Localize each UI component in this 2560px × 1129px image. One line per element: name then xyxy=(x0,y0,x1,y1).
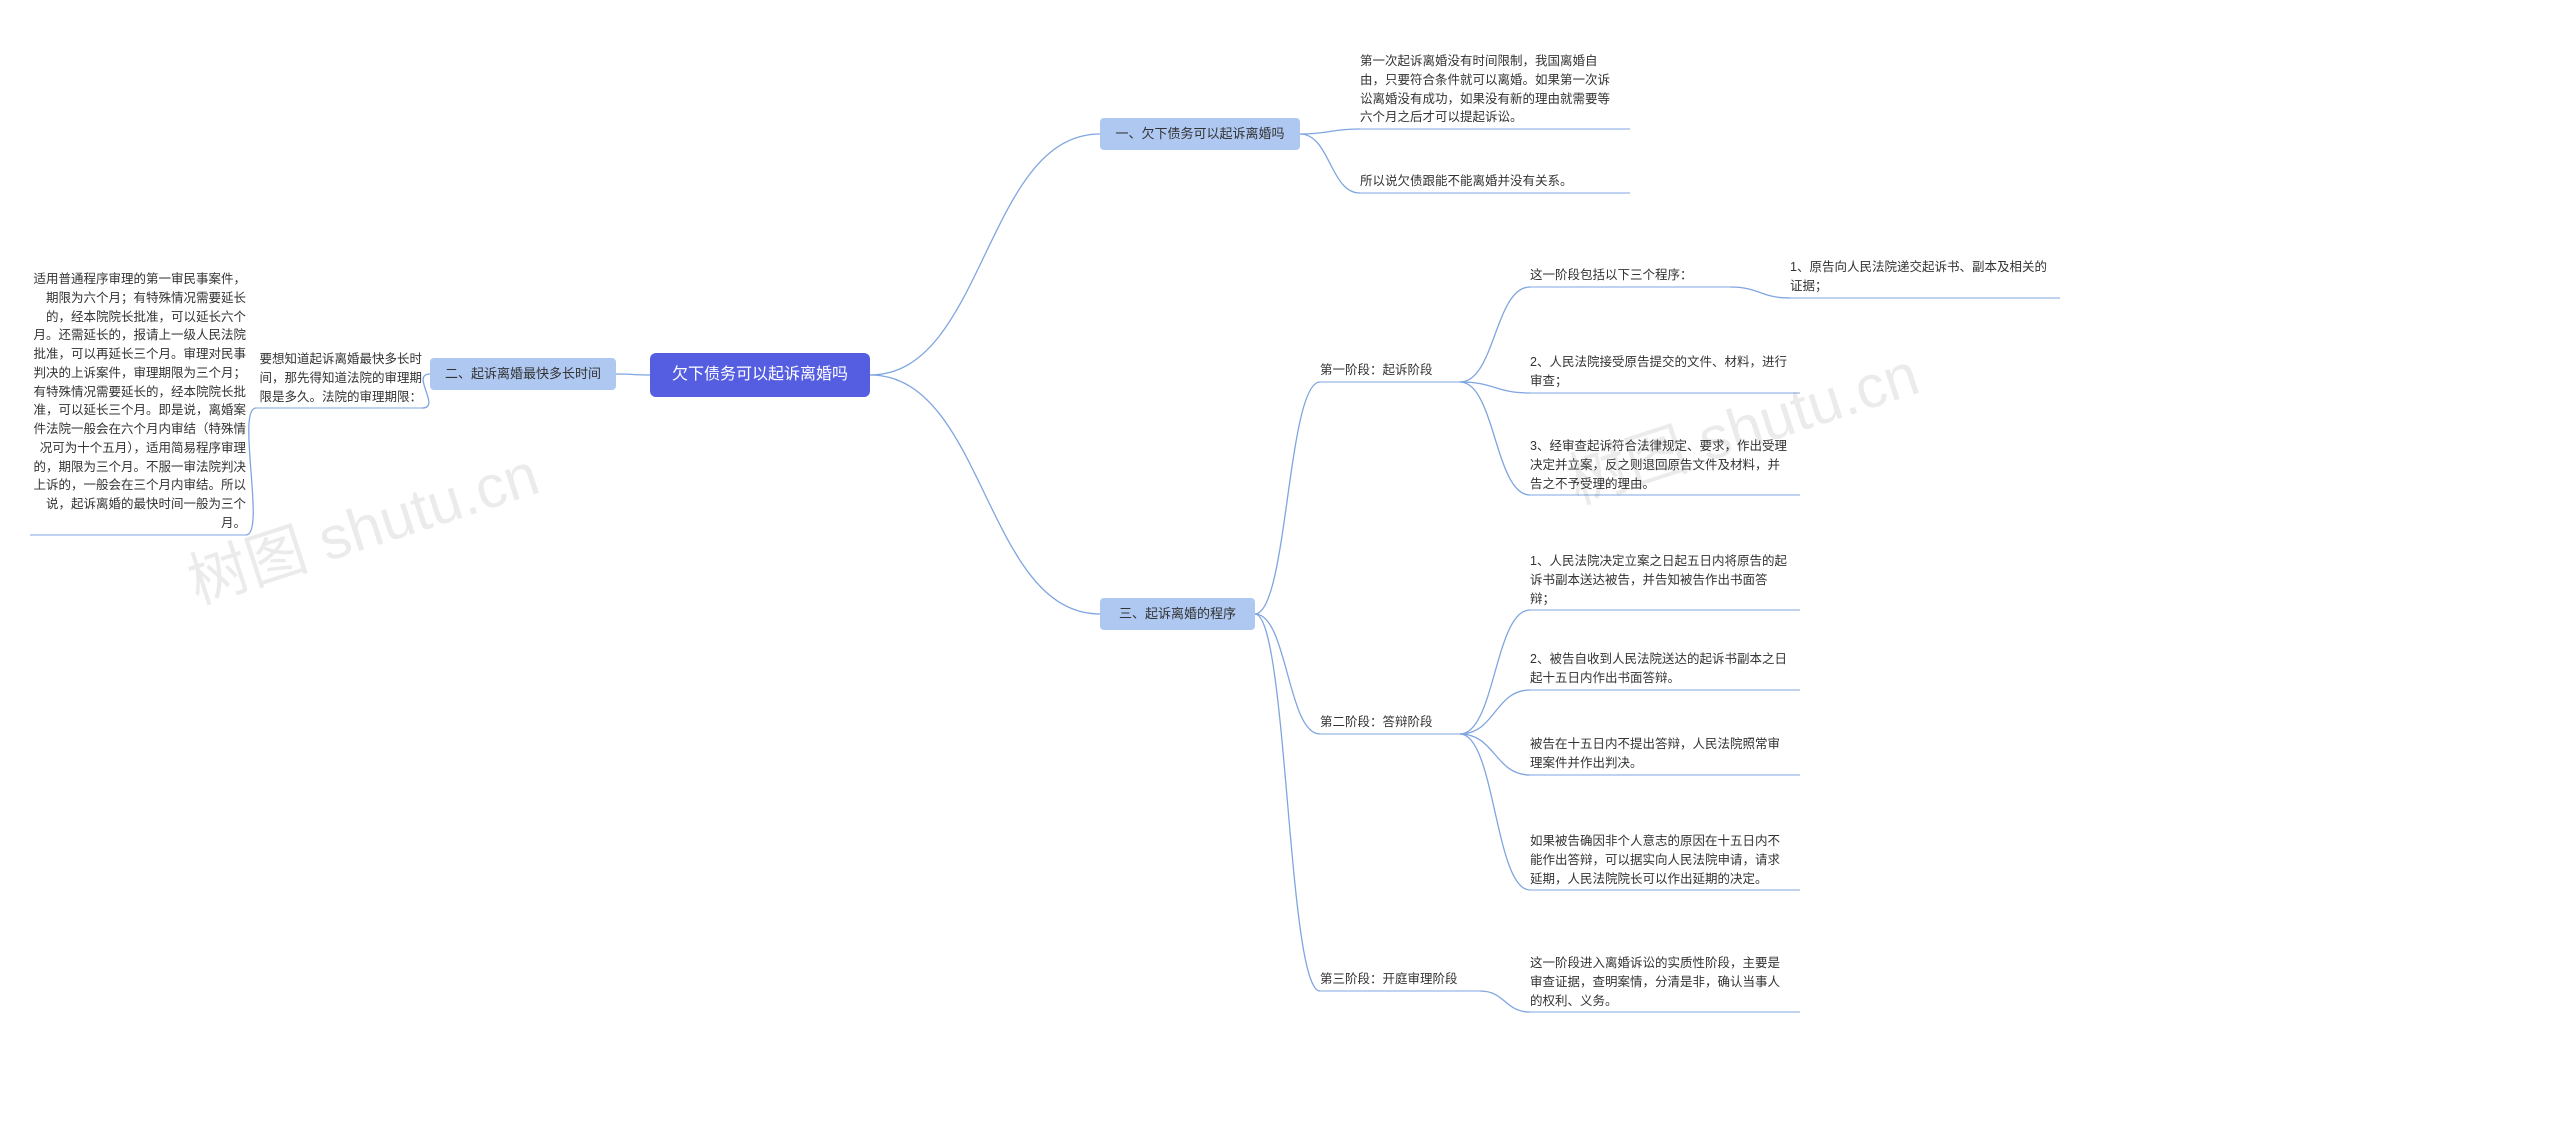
b3-c3-i0: 这一阶段进入离婚诉讼的实质性阶段，主要是审查证据，查明案情，分清是非，确认当事人… xyxy=(1530,954,1800,1010)
b3-c1-i1: 2、人民法院接受原告提交的文件、材料，进行审查； xyxy=(1530,353,1800,391)
root-label: 欠下债务可以起诉离婚吗 xyxy=(672,366,848,383)
b3-c2-i0: 1、人民法院决定立案之日起五日内将原告的起诉书副本送达被告，并告知被告作出书面答… xyxy=(1530,552,1800,608)
leaf-b1-0: 第一次起诉离婚没有时间限制，我国离婚自由，只要符合条件就可以离婚。如果第一次诉讼… xyxy=(1360,52,1630,127)
root-node[interactable]: 欠下债务可以起诉离婚吗 xyxy=(650,353,870,397)
b3-c2-i2: 被告在十五日内不提出答辩，人民法院照常审理案件并作出判决。 xyxy=(1530,735,1800,773)
branch-3[interactable]: 三、起诉离婚的程序 xyxy=(1100,598,1255,630)
b3-c2-i1: 2、被告自收到人民法院送达的起诉书副本之日起十五日内作出书面答辩。 xyxy=(1530,650,1800,688)
b3-c2: 第二阶段：答辩阶段 xyxy=(1320,713,1460,732)
b3-c2-i3: 如果被告确因非个人意志的原因在十五日内不能作出答辩，可以据实向人民法院申请，请求… xyxy=(1530,832,1800,888)
leaf-b1-1: 所以说欠债跟能不能离婚并没有关系。 xyxy=(1360,172,1630,191)
branch-2[interactable]: 二、起诉离婚最快多长时间 xyxy=(430,358,616,390)
edges xyxy=(0,0,2560,1129)
b3-c1-i0: 1、原告向人民法院递交起诉书、副本及相关的证据； xyxy=(1790,258,2060,296)
b3-c1-i2: 3、经审查起诉符合法律规定、要求，作出受理决定并立案，反之则退回原告文件及材料，… xyxy=(1530,437,1800,493)
leaf-b2-mid: 要想知道起诉离婚最快多长时间，那先得知道法院的审理期限是多久。法院的审理期限： xyxy=(256,350,422,406)
b3-c1-intro: 这一阶段包括以下三个程序： xyxy=(1530,266,1730,285)
b3-c3: 第三阶段：开庭审理阶段 xyxy=(1320,970,1480,989)
leaf-b2-end: 适用普通程序审理的第一审民事案件，期限为六个月；有特殊情况需要延长的，经本院院长… xyxy=(30,270,246,533)
branch-label: 一、欠下债务可以起诉离婚吗 xyxy=(1115,126,1284,141)
b3-c1: 第一阶段：起诉阶段 xyxy=(1320,361,1460,380)
branch-label: 二、起诉离婚最快多长时间 xyxy=(445,366,601,381)
branch-label: 三、起诉离婚的程序 xyxy=(1119,606,1236,621)
branch-1[interactable]: 一、欠下债务可以起诉离婚吗 xyxy=(1100,118,1300,150)
mindmap-canvas: 树图 shutu.cn 树图 shutu.cn 欠下债务可以起诉离婚吗 一、欠下… xyxy=(0,0,2560,1129)
